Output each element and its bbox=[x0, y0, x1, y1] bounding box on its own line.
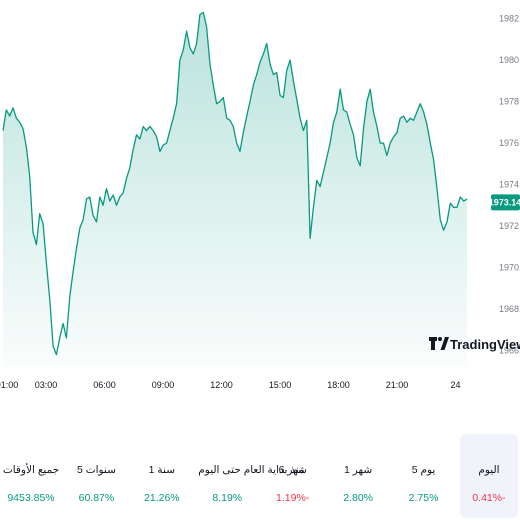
last-price-tag: 1973.14 bbox=[489, 194, 520, 211]
period-label: منذ بداية العام حتى اليوم bbox=[198, 464, 305, 476]
period-change-value: 2.80% bbox=[343, 492, 373, 504]
y-tick-label: 1966.00 bbox=[499, 345, 520, 355]
price-line bbox=[2, 11, 468, 356]
x-tick-label: 18:00 bbox=[327, 380, 350, 390]
y-tick-label: 1982.00 bbox=[499, 14, 520, 24]
period-tab[interactable]: اليوم 0.41%- bbox=[459, 434, 518, 518]
x-tick-label: 01:00 bbox=[0, 380, 18, 390]
period-label: 6 شهر bbox=[278, 464, 307, 476]
tradingview-logo[interactable]: TradingView bbox=[429, 337, 520, 352]
period-tab[interactable]: منذ بداية العام حتى اليوم 8.19% bbox=[198, 434, 305, 518]
period-label: 1 سنة bbox=[148, 464, 176, 476]
period-change-value: 2.75% bbox=[408, 492, 439, 504]
y-tick-label: 1968.00 bbox=[499, 304, 520, 314]
y-tick-label: 1970.00 bbox=[499, 263, 520, 273]
period-change-value: 60.87% bbox=[78, 492, 115, 504]
period-tab[interactable]: جميع الأوقات 9453.85% bbox=[2, 434, 60, 518]
x-axis: 01:00 03:00 06:00 09:00 12:00 15:00 18:00 21:00… bbox=[0, 380, 461, 390]
period-change-value: 9453.85% bbox=[7, 492, 55, 504]
x-tick-label: 15:00 bbox=[269, 380, 292, 390]
performance-periods: اليوم 0.41%- 5 يوم 2.75% 1 شهر 2.80% 6 شهر 1.19… bbox=[0, 434, 520, 520]
period-tab[interactable]: 1 شهر 2.80% bbox=[329, 434, 387, 518]
y-tick-label: 1976.00 bbox=[499, 138, 520, 148]
y-tick-label: 1974.00 bbox=[499, 180, 520, 190]
period-label: جميع الأوقات bbox=[2, 464, 60, 476]
period-change-value: 0.41%- bbox=[472, 492, 506, 504]
x-tick-label: 21:00 bbox=[386, 380, 409, 390]
last-price-label: 1973.14 bbox=[489, 197, 520, 207]
price-area bbox=[3, 12, 467, 368]
period-label: اليوم bbox=[478, 464, 500, 476]
period-label: 5 سنوات bbox=[76, 464, 116, 476]
y-axis: 1966.00 1968.00 1970.00 1972.00 1974.00 1976.… bbox=[499, 14, 520, 356]
period-change-value: 21.26% bbox=[144, 492, 180, 504]
price-series-line bbox=[2, 11, 468, 356]
x-tick-label: 03:00 bbox=[35, 380, 58, 390]
x-tick-label: 12:00 bbox=[210, 380, 233, 390]
period-tab[interactable]: 5 سنوات 60.87% bbox=[67, 434, 125, 518]
period-label: 1 شهر bbox=[344, 464, 373, 476]
period-tab[interactable]: 6 شهر 1.19%- bbox=[264, 434, 322, 518]
price-chart[interactable]: 1966.00 1968.00 1970.00 1972.00 1974.00 1976.… bbox=[0, 0, 520, 400]
y-tick-label: 1980.00 bbox=[499, 55, 520, 65]
period-change-value: 1.19%- bbox=[276, 492, 310, 504]
x-tick-label: 09:00 bbox=[152, 380, 175, 390]
tradingview-logo-text: TradingView bbox=[450, 337, 520, 352]
x-tick-label: 06:00 bbox=[93, 380, 116, 390]
period-change-value: 8.19% bbox=[212, 492, 243, 504]
period-tab[interactable]: 1 سنة 21.26% bbox=[133, 434, 191, 518]
last-price-tag-background bbox=[491, 194, 520, 211]
y-tick-label: 1972.00 bbox=[499, 221, 520, 231]
period-tab[interactable]: 5 يوم 2.75% bbox=[395, 434, 453, 518]
y-tick-label: 1978.00 bbox=[499, 97, 520, 107]
period-label: 5 يوم bbox=[411, 464, 436, 476]
x-tick-label: 24 bbox=[450, 380, 460, 390]
tradingview-logo-icon bbox=[429, 337, 449, 350]
price-area-fill bbox=[3, 12, 467, 368]
